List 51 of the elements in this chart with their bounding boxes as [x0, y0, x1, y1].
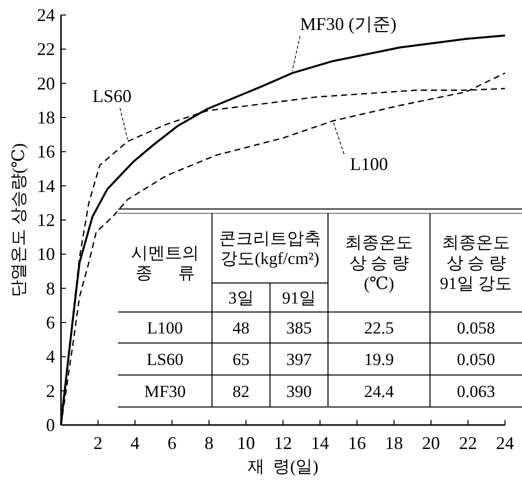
series-label: LS60	[92, 86, 132, 106]
annotation: 3일	[228, 288, 254, 308]
x-tick-label: 6	[168, 433, 176, 453]
x-tick-label: 16	[348, 433, 366, 453]
series-label: MF30 (기준)	[300, 14, 397, 34]
annotation: 최종온도 상 승 량 (℃)	[345, 233, 413, 293]
x-axis-title: 재 령(일)	[248, 457, 318, 476]
y-tick-label: 4	[46, 346, 55, 367]
y-tick-label: 10	[37, 244, 55, 264]
annotation: LS60	[146, 350, 184, 369]
y-tick-label: 18	[37, 108, 55, 128]
annotation: 시멘트의 종 류	[131, 243, 199, 283]
x-tick-label: 8	[204, 433, 214, 453]
x-tick-label: 14	[311, 433, 329, 453]
annotation: 390	[286, 382, 312, 401]
x-tick-label: 24	[496, 433, 514, 453]
annotation: 0.050	[456, 350, 496, 369]
x-tick-label: 10	[237, 433, 255, 453]
annotation: 0.063	[456, 382, 496, 401]
x-tick-label: 20	[422, 433, 440, 453]
annotation: 19.9	[364, 350, 394, 369]
annotation: 최종온도 상 승 량 91일 강도	[440, 233, 512, 293]
y-tick-label: 12	[37, 210, 55, 230]
y-tick-label: 22	[37, 39, 55, 60]
annotation: 385	[286, 318, 312, 338]
y-tick-label: 2	[46, 380, 55, 401]
annotation: 82	[232, 382, 250, 401]
y-tick-label: 0	[46, 415, 55, 435]
annotation: 22.5	[364, 318, 394, 338]
legend-label: L100	[350, 154, 388, 174]
x-tick-label: 18	[385, 433, 403, 453]
annotation: 397	[286, 350, 312, 369]
y-tick-label: 20	[37, 73, 55, 94]
y-tick-label: 14	[37, 176, 55, 196]
x-tick-label: 22	[459, 433, 477, 453]
annotation: 콘크리트압축 강도(kgf/cm²)	[219, 228, 321, 268]
annotation: 48	[232, 318, 250, 338]
y-tick-label: 16	[37, 142, 55, 162]
annotation: L100	[147, 318, 183, 338]
x-tick-label: 4	[130, 433, 140, 453]
y-tick-label: 8	[46, 278, 55, 298]
annotation: 65	[232, 350, 250, 369]
x-tick-label: 12	[274, 433, 292, 453]
annotation: 0.058	[456, 318, 496, 338]
y-tick-label: 6	[46, 312, 55, 332]
y-tick-label: 24	[37, 5, 55, 25]
annotation: MF30	[144, 382, 186, 401]
x-tick-label: 2	[94, 433, 102, 453]
y-axis-title: 단열온도 상승량(℃)	[9, 143, 28, 297]
annotation: 24.4	[364, 382, 394, 401]
annotation: 91일	[282, 288, 316, 308]
